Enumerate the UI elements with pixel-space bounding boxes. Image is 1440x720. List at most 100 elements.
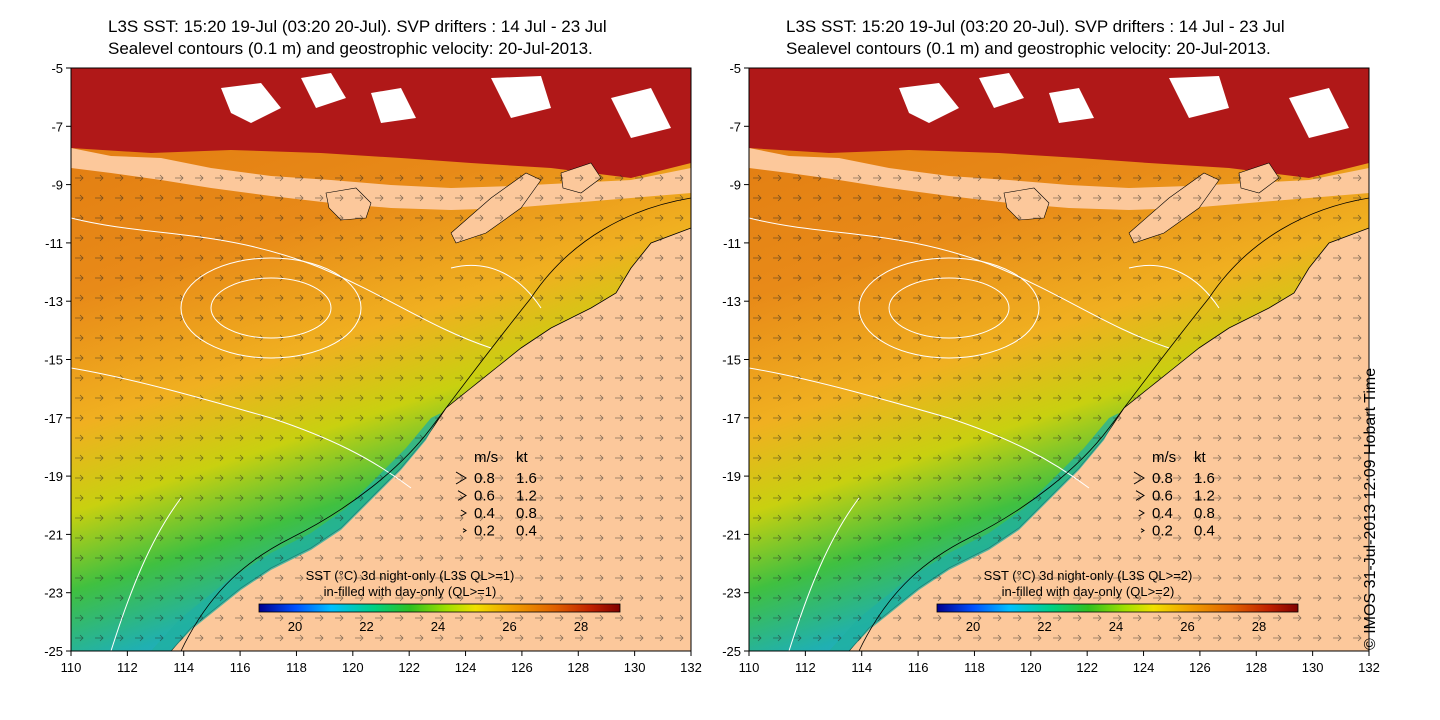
x-tick-label: 112 [117,660,138,675]
x-tick-label: 124 [455,660,477,675]
panel-2-map [748,67,1370,652]
x-tick-label: 128 [567,660,589,675]
colorbar-tick-label: 28 [574,619,588,634]
x-tick-label: 116 [908,660,929,675]
x-tick-label: 120 [1020,660,1042,675]
colorbar-tick-label: 24 [1109,619,1123,634]
y-tick-label: -19 [722,469,741,484]
colorbar-tick-label: 26 [1180,619,1194,634]
y-tick-label: -11 [45,236,63,251]
y-tick-label: -13 [722,294,741,309]
x-tick-label: 126 [511,660,533,675]
x-tick-label: 132 [680,660,702,675]
axes-layer: 110 112 114 116 118 120 122 124 126 128 130 132 -5 -7… [44,61,1380,675]
colorbar-tick-label: 22 [1037,619,1051,634]
colorbar-tick-label: 26 [502,619,516,634]
legend-ms-value: 0.4 [474,505,495,522]
legend-arrow-icon [1135,490,1145,501]
panel-1-title-line2: Sealevel contours (0.1 m) and geostrophi… [108,39,593,58]
x-tick-label: 116 [230,660,251,675]
legend-header-ms: m/s [474,449,498,466]
legend-arrow-icon [462,528,467,533]
legend-kt-value: 1.6 [516,470,537,487]
y-tick-label: -7 [729,119,741,134]
legend-ms-value: 0.8 [1152,470,1173,487]
colorbar-tick-label: 20 [288,619,302,634]
x-tick-label: 114 [173,660,194,675]
x-tick-label: 118 [286,660,307,675]
legend-ms-value: 0.8 [474,470,495,487]
panel-2-title-line2: Sealevel contours (0.1 m) and geostrophi… [786,39,1271,58]
y-tick-label: -19 [44,469,63,484]
legend-arrow-icon [457,490,467,501]
panel-2-title-line1: L3S SST: 15:20 19-Jul (03:20 20-Jul). SV… [786,17,1285,36]
colorbar-caption-line1: SST (°C) 3d night-only (L3S QL>=2) [984,568,1193,583]
legend-ms-value: 0.2 [1152,523,1173,540]
panel-1-title: L3S SST: 15:20 19-Jul (03:20 20-Jul). SV… [108,16,607,60]
colorbar-caption-line2: in-filled with day-only (QL>=2) [1002,584,1175,599]
legend-kt-value: 0.4 [516,523,537,540]
x-tick-label: 110 [739,660,760,675]
legend-kt-value: 0.8 [1194,505,1215,522]
legend-ms-value: 0.2 [474,523,495,540]
y-tick-label: -7 [51,119,63,134]
x-tick-label: 124 [1133,660,1155,675]
legend-header-ms: m/s [1152,449,1176,466]
y-tick-label: -17 [722,411,741,426]
x-tick-label: 114 [851,660,872,675]
legend-arrow-icon [460,509,467,517]
x-tick-label: 130 [624,660,646,675]
colorbar [258,603,621,613]
colorbar-tick-label: 22 [359,619,373,634]
x-tick-label: 122 [1076,660,1098,675]
legend-arrow-icon [1140,528,1145,533]
x-tick-label: 110 [61,660,82,675]
x-tick-label: 126 [1189,660,1211,675]
y-tick-label: -11 [723,236,741,251]
legend-arrow-icon [1138,509,1145,517]
x-tick-label: 122 [398,660,420,675]
y-tick-label: -17 [44,411,63,426]
y-tick-label: -21 [44,527,63,542]
panel-1-title-line1: L3S SST: 15:20 19-Jul (03:20 20-Jul). SV… [108,17,607,36]
x-tick-label: 112 [795,660,816,675]
y-tick-label: -5 [729,61,741,76]
legend-ms-value: 0.6 [474,488,495,505]
legend-arrow-icon [455,471,467,485]
x-tick-label: 130 [1302,660,1324,675]
legend-ms-value: 0.6 [1152,488,1173,505]
x-tick-label: 118 [964,660,985,675]
colorbar-caption-line1: SST (°C) 3d night-only (L3S QL>=1) [306,568,515,583]
y-tick-label: -9 [729,178,741,193]
colorbar-tick-label: 20 [966,619,980,634]
x-tick-label: 120 [342,660,364,675]
legend-ms-value: 0.4 [1152,505,1173,522]
y-tick-label: -25 [722,644,741,659]
legend-kt-value: 1.2 [1194,488,1215,505]
y-tick-label: -13 [44,294,63,309]
colorbar-tick-label: 24 [431,619,445,634]
x-tick-label: 128 [1245,660,1267,675]
colorbar-caption-line2: in-filled with day-only (QL>=1) [324,584,497,599]
panel-1-map [70,67,692,652]
y-tick-label: -21 [722,527,741,542]
legend-kt-value: 1.6 [1194,470,1215,487]
legend-kt-value: 1.2 [516,488,537,505]
copyright-text: © IMOS 31-Jul-2013 12:09 Hobart Time [1362,367,1379,650]
y-tick-label: -25 [44,644,63,659]
panel-2-title: L3S SST: 15:20 19-Jul (03:20 20-Jul). SV… [786,16,1285,60]
y-tick-label: -23 [722,586,741,601]
legend-kt-value: 0.4 [1194,523,1215,540]
legend-arrow-icon [1133,471,1145,485]
y-tick-label: -5 [51,61,63,76]
colorbar-tick-label: 28 [1252,619,1266,634]
y-tick-label: -15 [44,353,63,368]
y-tick-label: -9 [51,178,63,193]
legend-header-kt: kt [1194,449,1207,466]
x-tick-label: 132 [1358,660,1380,675]
legend-kt-value: 0.8 [516,505,537,522]
colorbar [936,603,1299,613]
y-tick-label: -23 [44,586,63,601]
